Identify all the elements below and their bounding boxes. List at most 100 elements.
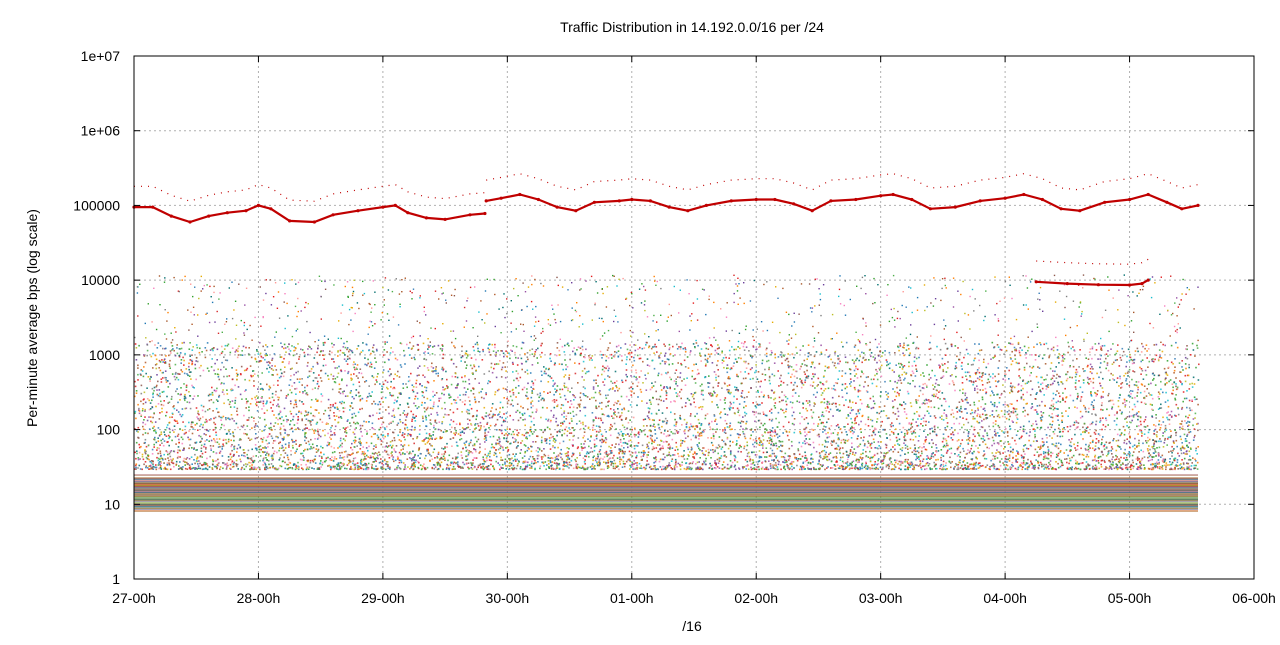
noise-point [634, 445, 636, 447]
noise-point [169, 432, 171, 434]
noise-point [661, 432, 663, 434]
noise-point [499, 407, 501, 409]
noise-point [963, 450, 965, 452]
noise-point [1071, 457, 1073, 459]
noise-point [549, 428, 551, 430]
noise-point [504, 463, 506, 465]
noise-point [143, 464, 145, 466]
noise-point [474, 366, 476, 368]
noise-point [363, 451, 365, 453]
noise-point [588, 456, 590, 458]
noise-point [1117, 377, 1119, 379]
noise-point [310, 462, 312, 464]
noise-point [723, 441, 725, 443]
noise-point [205, 411, 207, 413]
noise-point [1095, 465, 1097, 467]
noise-point [1058, 442, 1060, 444]
noise-point [828, 454, 830, 456]
noise-point [336, 464, 338, 466]
noise-point [944, 363, 946, 365]
noise-point [199, 425, 201, 427]
noise-point [955, 376, 957, 378]
noise-point [611, 357, 613, 359]
noise-point [1088, 411, 1090, 413]
noise-point [852, 453, 854, 455]
noise-point [1196, 453, 1198, 455]
noise-point [977, 369, 979, 371]
noise-point [1120, 448, 1122, 450]
noise-point [773, 443, 775, 445]
noise-point [655, 461, 657, 463]
noise-point [774, 391, 776, 393]
noise-point [1040, 462, 1042, 464]
noise-point [639, 467, 641, 469]
noise-point [294, 452, 296, 454]
noise-point [441, 462, 443, 464]
noise-point [522, 440, 524, 442]
noise-point [986, 392, 988, 394]
noise-point [589, 357, 591, 359]
noise-point [190, 439, 192, 441]
noise-point [1149, 439, 1151, 441]
noise-point [189, 348, 191, 350]
noise-point [414, 427, 416, 429]
noise-point [1017, 469, 1019, 471]
noise-point [1082, 391, 1084, 393]
noise-point [1111, 453, 1113, 455]
noise-point [171, 396, 173, 398]
noise-point [867, 465, 869, 467]
noise-point [540, 417, 542, 419]
noise-point [468, 427, 470, 429]
noise-point [696, 413, 698, 415]
noise-point [1090, 391, 1092, 393]
noise-point [457, 456, 459, 458]
noise-point [1119, 410, 1121, 412]
noise-point [975, 372, 977, 374]
noise-point [1020, 426, 1022, 428]
noise-point [722, 430, 724, 432]
noise-point [274, 353, 276, 355]
noise-point [583, 457, 585, 459]
noise-point [1171, 452, 1173, 454]
noise-point [787, 467, 789, 469]
noise-point [580, 392, 582, 394]
noise-point [178, 434, 180, 436]
noise-point [1095, 433, 1097, 435]
noise-point [139, 465, 141, 467]
noise-point [806, 457, 808, 459]
noise-point [1180, 436, 1182, 438]
noise-point [912, 419, 914, 421]
noise-point [689, 427, 691, 429]
noise-point [674, 467, 676, 469]
noise-point [158, 458, 160, 460]
noise-point [152, 417, 154, 419]
noise-point [965, 465, 967, 467]
noise-point [1089, 351, 1091, 353]
noise-point [1059, 396, 1061, 398]
noise-point [409, 457, 411, 459]
noise-point [1085, 408, 1087, 410]
noise-point [730, 423, 732, 425]
noise-point [775, 462, 777, 464]
noise-point [351, 402, 353, 404]
noise-point [273, 369, 275, 371]
noise-point [1036, 392, 1038, 394]
noise-point [149, 461, 151, 463]
noise-point [958, 462, 960, 464]
noise-point [341, 417, 343, 419]
noise-point [1136, 381, 1138, 383]
noise-point [684, 347, 686, 349]
noise-point [186, 386, 188, 388]
noise-point [881, 365, 883, 367]
noise-point [1101, 439, 1103, 441]
noise-point [1194, 428, 1196, 430]
noise-point [656, 459, 658, 461]
noise-point [1124, 440, 1126, 442]
noise-point [1119, 397, 1121, 399]
noise-point [990, 460, 992, 462]
noise-point [308, 441, 310, 443]
noise-point [713, 387, 715, 389]
noise-point [553, 394, 555, 396]
noise-point [268, 460, 270, 462]
noise-point [559, 393, 561, 395]
